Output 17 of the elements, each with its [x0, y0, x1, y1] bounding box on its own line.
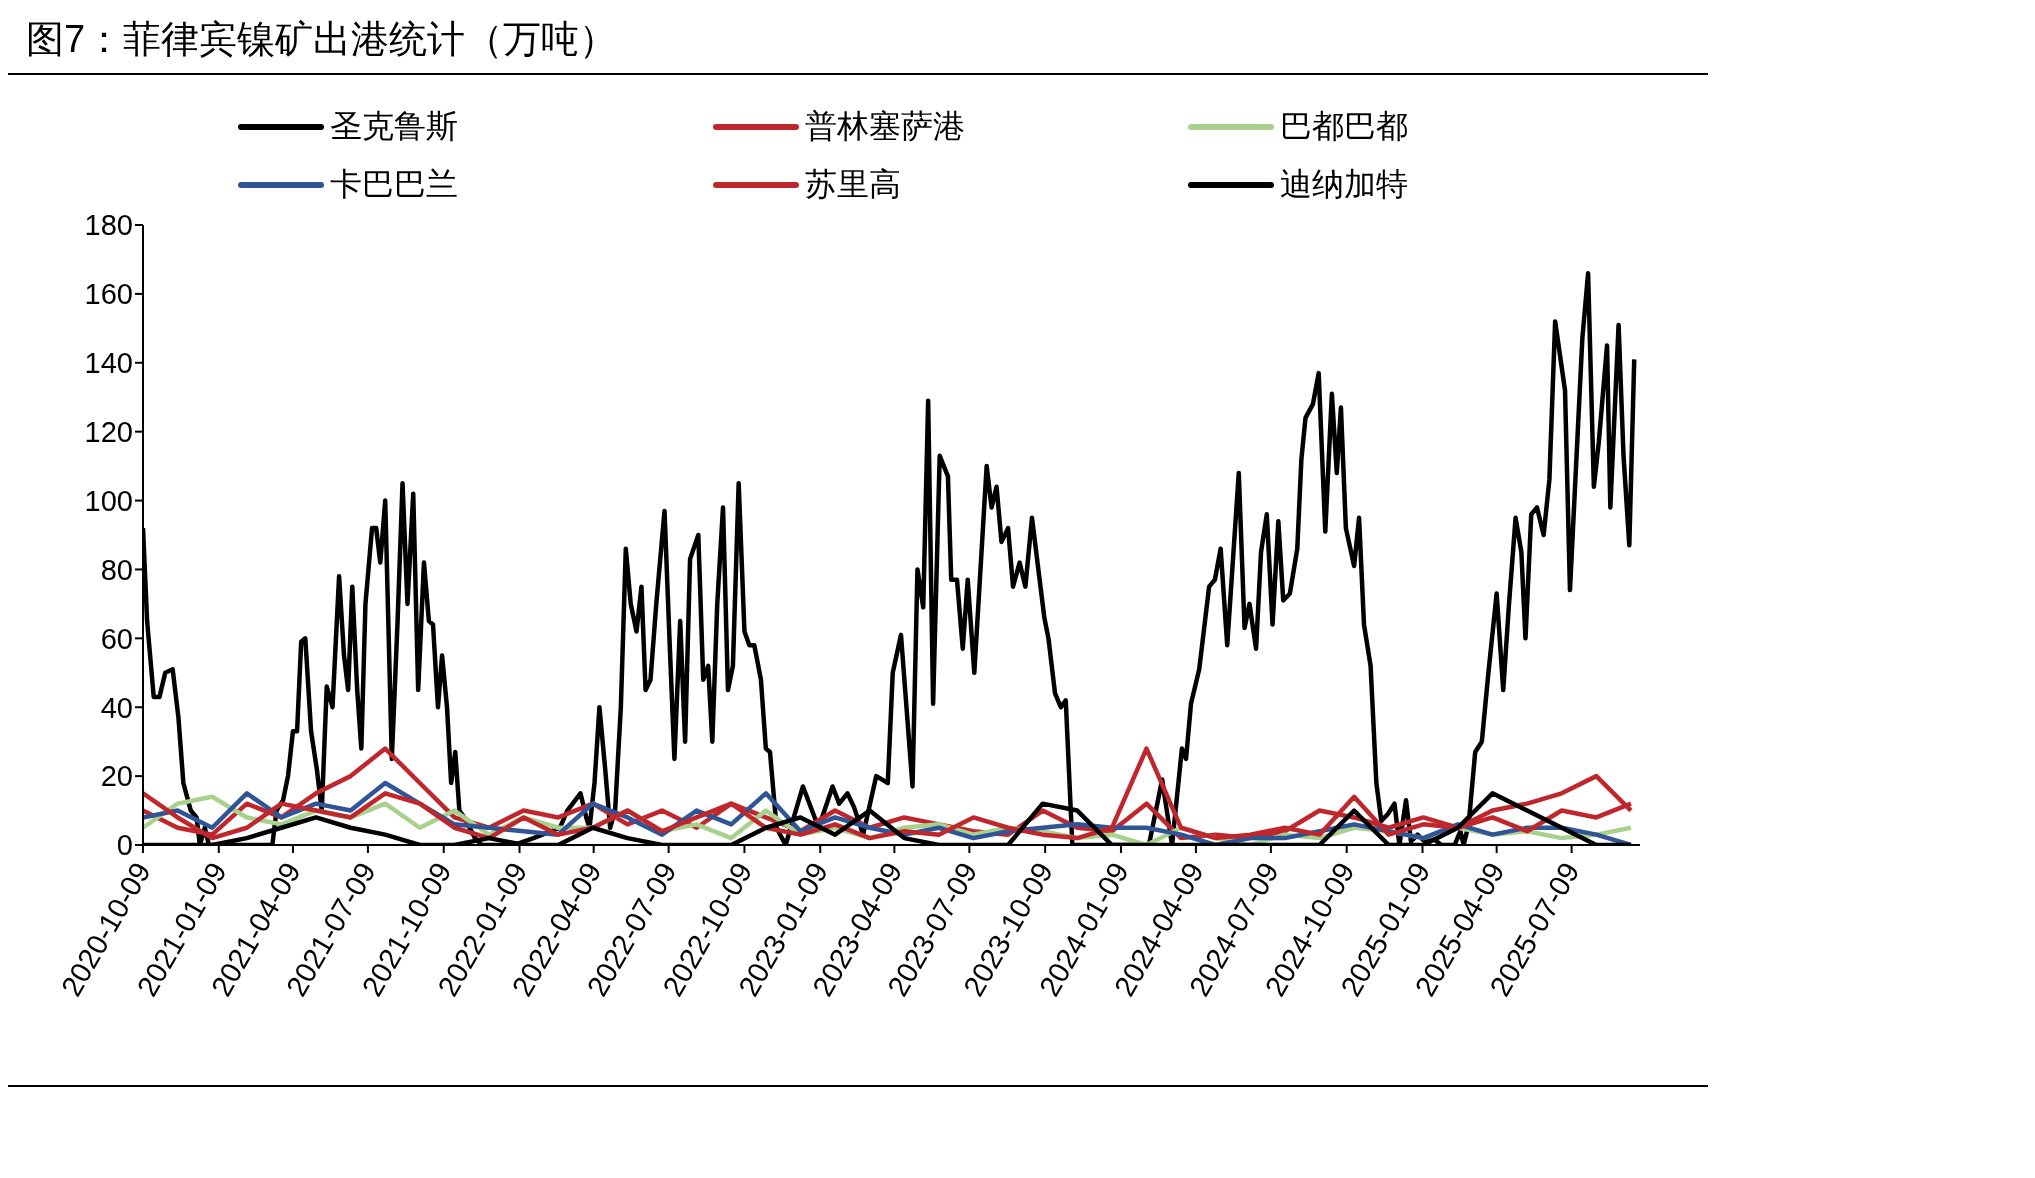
y-tick-label: 60	[100, 622, 133, 655]
y-tick-label: 0	[116, 829, 133, 862]
y-tick-label: 20	[100, 760, 133, 793]
legend-label: 圣克鲁斯	[330, 107, 458, 146]
y-tick-label: 180	[84, 209, 133, 242]
legend-label: 苏里高	[805, 165, 901, 204]
y-tick-label: 40	[100, 691, 133, 724]
y-tick-label: 160	[84, 278, 133, 311]
legend-label: 卡巴巴兰	[330, 165, 458, 204]
y-tick-label: 120	[84, 415, 133, 448]
y-tick-label: 100	[84, 484, 133, 517]
chart-title: 图7：菲律宾镍矿出港统计（万吨）	[8, 8, 1708, 75]
legend-label: 迪纳加特	[1280, 165, 1408, 204]
y-tick-label: 140	[84, 347, 133, 380]
legend-label: 普林塞萨港	[805, 107, 965, 146]
y-tick-label: 80	[100, 553, 133, 586]
legend-label: 巴都巴都	[1280, 107, 1408, 146]
